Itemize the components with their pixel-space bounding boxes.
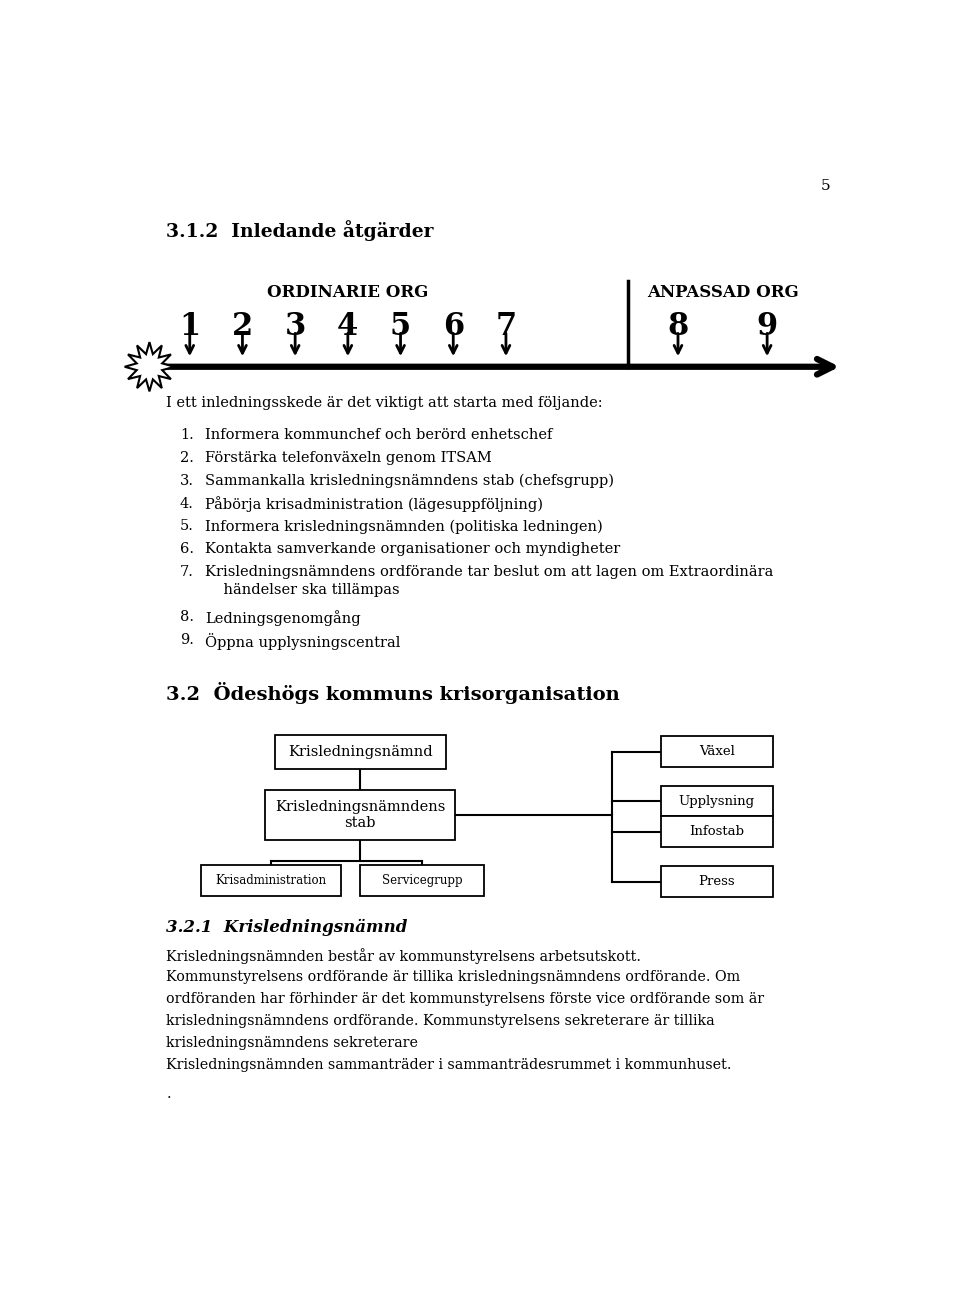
Text: ordföranden har förhinder är det kommunstyrelsens förste vice ordförande som är: ordföranden har förhinder är det kommuns… — [166, 992, 764, 1006]
Text: Krisledningsnämnden sammanträder i sammanträdesrummet i kommunhuset.: Krisledningsnämnden sammanträder i samma… — [166, 1058, 732, 1072]
FancyBboxPatch shape — [275, 735, 445, 768]
Text: 4: 4 — [337, 311, 358, 342]
Text: I ett inledningsskede är det viktigt att starta med följande:: I ett inledningsskede är det viktigt att… — [166, 396, 603, 410]
Text: Press: Press — [699, 876, 735, 889]
Text: Upplysning: Upplysning — [679, 794, 755, 808]
Text: Krisadministration: Krisadministration — [216, 874, 326, 886]
Text: 2.: 2. — [180, 451, 194, 465]
Text: Förstärka telefonväxeln genom ITSAM: Förstärka telefonväxeln genom ITSAM — [205, 451, 492, 465]
Polygon shape — [125, 342, 175, 392]
FancyBboxPatch shape — [202, 865, 341, 895]
Text: 7.: 7. — [180, 565, 194, 578]
Text: Krisledningsnämnd: Krisledningsnämnd — [288, 745, 433, 759]
Text: 5: 5 — [821, 178, 830, 193]
Text: Informera kommunchef och berörd enhetschef: Informera kommunchef och berörd enhetsch… — [205, 429, 553, 442]
Text: Servicegrupp: Servicegrupp — [382, 874, 463, 886]
Text: Informera krisledningsnämnden (politiska ledningen): Informera krisledningsnämnden (politiska… — [205, 519, 603, 534]
Text: 6: 6 — [443, 311, 464, 342]
Text: 3: 3 — [284, 311, 306, 342]
Text: 4.: 4. — [180, 497, 194, 510]
Text: Växel: Växel — [699, 745, 734, 758]
Text: krisledningsnämndens sekreterare: krisledningsnämndens sekreterare — [166, 1036, 419, 1050]
Text: 5.: 5. — [180, 519, 194, 534]
Text: 9: 9 — [756, 311, 778, 342]
Text: 1.: 1. — [180, 429, 194, 442]
Text: krisledningsnämndens ordförande. Kommunstyrelsens sekreterare är tillika: krisledningsnämndens ordförande. Kommuns… — [166, 1013, 715, 1028]
Text: Krisledningsnämndens
stab: Krisledningsnämndens stab — [276, 800, 445, 830]
FancyBboxPatch shape — [360, 865, 484, 895]
Text: ORDINARIE ORG: ORDINARIE ORG — [267, 284, 428, 302]
Text: Ledningsgenomgång: Ledningsgenomgång — [205, 610, 361, 625]
Text: ANPASSAD ORG: ANPASSAD ORG — [647, 284, 799, 302]
Text: Infostab: Infostab — [689, 826, 744, 838]
Text: 8.: 8. — [180, 610, 194, 624]
Text: 3.1.2  Inledande åtgärder: 3.1.2 Inledande åtgärder — [166, 220, 434, 241]
Text: Kommunstyrelsens ordförande är tillika krisledningsnämndens ordförande. Om: Kommunstyrelsens ordförande är tillika k… — [166, 970, 740, 985]
Text: 3.: 3. — [180, 473, 194, 488]
Text: .: . — [166, 1088, 171, 1101]
Text: Krisledningsnämndens ordförande tar beslut om att lagen om Extraordinära
    hän: Krisledningsnämndens ordförande tar besl… — [205, 565, 774, 597]
FancyBboxPatch shape — [265, 789, 455, 840]
Text: 6.: 6. — [180, 541, 194, 556]
Text: Krisledningsnämnden består av kommunstyrelsens arbetsutskott.: Krisledningsnämnden består av kommunstyr… — [166, 948, 641, 964]
Text: 1: 1 — [180, 311, 201, 342]
Text: 5: 5 — [390, 311, 411, 342]
Text: Öppna upplysningscentral: Öppna upplysningscentral — [205, 633, 400, 650]
FancyBboxPatch shape — [660, 737, 773, 767]
Text: 3.2  Ödeshögs kommuns krisorganisation: 3.2 Ödeshögs kommuns krisorganisation — [166, 683, 620, 704]
Text: 2: 2 — [231, 311, 253, 342]
FancyBboxPatch shape — [660, 867, 773, 897]
Text: 9.: 9. — [180, 633, 194, 646]
FancyBboxPatch shape — [660, 817, 773, 847]
Text: 3.2.1  Krisledningsnämnd: 3.2.1 Krisledningsnämnd — [166, 919, 408, 936]
FancyBboxPatch shape — [660, 785, 773, 817]
Text: 7: 7 — [495, 311, 516, 342]
Text: Kontakta samverkande organisationer och myndigheter: Kontakta samverkande organisationer och … — [205, 541, 620, 556]
Text: Sammankalla krisledningsnämndens stab (chefsgrupp): Sammankalla krisledningsnämndens stab (c… — [205, 473, 614, 488]
Text: 8: 8 — [667, 311, 688, 342]
Text: Påbörja krisadministration (lägesuppföljning): Påbörja krisadministration (lägesuppfölj… — [205, 497, 543, 513]
